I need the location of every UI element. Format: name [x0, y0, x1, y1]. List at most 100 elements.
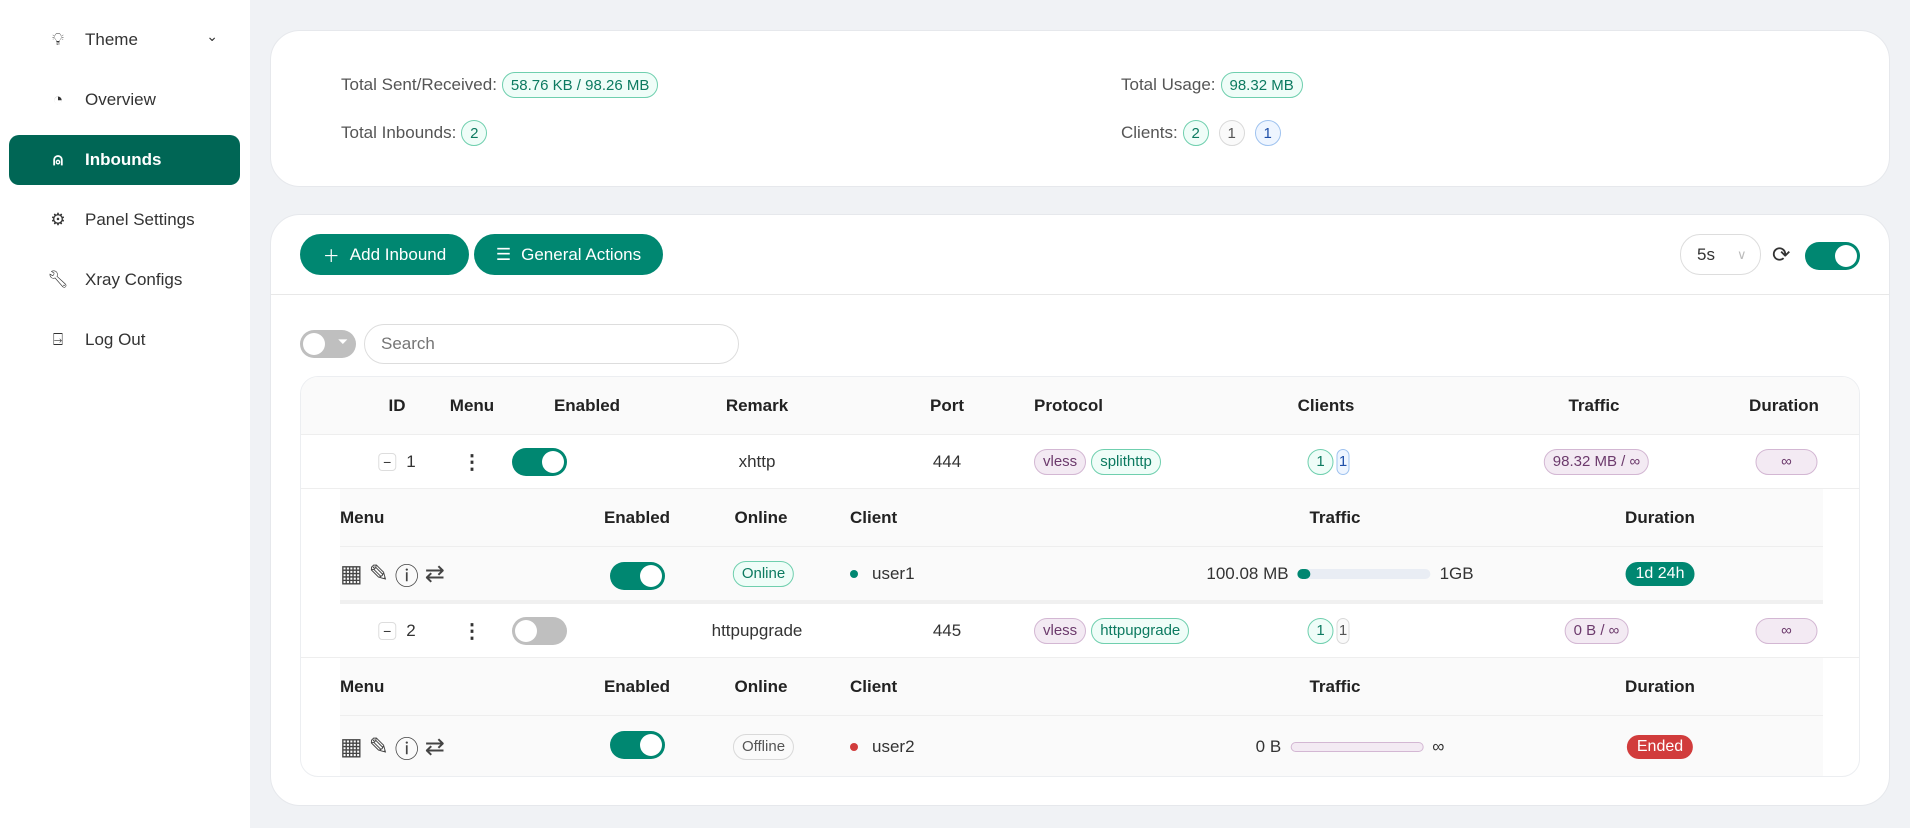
refresh-interval-select[interactable]: 5s ∨ — [1680, 234, 1761, 275]
reset-traffic-icon[interactable]: ⇄ — [424, 733, 445, 760]
client-row: ▦ ✎ ⓘ ⇄ Online user1 100.08 MB 1GB 1d 24h — [340, 547, 1823, 604]
info-icon[interactable]: ⓘ — [394, 563, 419, 590]
stats-card: Total Sent/Received: 58.76 KB / 98.26 MB … — [270, 30, 1890, 187]
inbound-enabled-toggle[interactable] — [512, 617, 567, 645]
protocol-cell: vless splithttp — [1029, 448, 1161, 475]
traffic-cell: 0 B / ∞ — [1560, 617, 1629, 644]
edit-icon[interactable]: ✎ — [368, 560, 389, 587]
more-vertical-icon[interactable]: ⋮ — [462, 451, 482, 473]
duration-tag: ∞ — [1755, 617, 1818, 644]
filter-icon: ⏷ — [337, 334, 348, 349]
header-duration: Duration — [1749, 395, 1819, 415]
qrcode-icon[interactable]: ▦ — [340, 733, 363, 760]
clients-count-badge: 1 — [1307, 617, 1334, 644]
more-vertical-icon[interactable]: ⋮ — [462, 620, 482, 642]
client-header: Menu Enabled Online Client Traffic Durat… — [340, 489, 1823, 547]
client-name: user1 — [872, 563, 915, 583]
sub-header-client: Client — [850, 676, 898, 696]
filter-toggle[interactable]: ⏷ — [300, 330, 356, 358]
header-clients: Clients — [1297, 395, 1355, 415]
client-actions: ▦ ✎ ⓘ ⇄ — [340, 556, 445, 591]
client-enabled-toggle[interactable] — [610, 562, 665, 590]
protocol-cell: vless httpupgrade — [1029, 617, 1190, 644]
duration-badge: Ended — [1626, 734, 1694, 759]
add-inbound-button[interactable]: ＋ Add Inbound — [300, 234, 469, 275]
stat-label: Clients: — [1121, 123, 1178, 142]
edit-icon[interactable]: ✎ — [368, 733, 389, 760]
client-duration: Ended — [1626, 734, 1694, 759]
stat-clients: Clients: 2 1 1 — [1121, 120, 1281, 146]
auto-refresh-toggle[interactable] — [1805, 242, 1860, 270]
button-label: Add Inbound — [349, 244, 447, 264]
sidebar-item-xray-configs[interactable]: 🔧︎ Xray Configs — [9, 255, 240, 305]
header-enabled: Enabled — [553, 395, 621, 415]
stat-inbounds: Total Inbounds: 2 — [341, 120, 488, 146]
dashboard-icon: ◔ — [52, 90, 64, 109]
traffic-limit: 1GB — [1439, 563, 1474, 583]
traffic-tag: 0 B / ∞ — [1564, 617, 1629, 644]
online-status-tag: Online — [732, 560, 795, 587]
sidebar-item-label: Log Out — [85, 330, 146, 349]
traffic-progress-fill — [1297, 568, 1311, 579]
lightbulb-icon: 💡︎ — [52, 30, 64, 49]
general-actions-button[interactable]: ☰ General Actions — [474, 234, 663, 275]
remark: xhttp — [738, 451, 776, 471]
port: 444 — [932, 451, 962, 471]
collapse-icon[interactable]: − — [378, 621, 397, 640]
sub-header-online: Online — [734, 676, 788, 696]
search-input[interactable] — [364, 324, 739, 364]
stat-label: Total Inbounds: — [341, 123, 457, 142]
plus-icon: ＋ — [322, 247, 340, 266]
client-cell: user1 — [850, 564, 915, 584]
online-cell: Online — [728, 560, 795, 587]
refresh-icon[interactable]: ⟳ — [1772, 242, 1791, 267]
sub-header-traffic: Traffic — [1309, 676, 1361, 696]
traffic-used: 100.08 MB — [1206, 563, 1289, 583]
inbound-enabled-toggle[interactable] — [512, 448, 567, 476]
reset-traffic-icon[interactable]: ⇄ — [424, 560, 445, 587]
sub-header-online: Online — [734, 507, 788, 527]
sub-header-client: Client — [850, 507, 898, 527]
client-traffic: 100.08 MB 1GB — [1206, 564, 1473, 584]
clients-count-badge: 1 — [1307, 448, 1334, 475]
sidebar-item-label: Inbounds — [85, 150, 162, 169]
client-name: user2 — [872, 736, 915, 756]
sidebar-item-label: Theme — [85, 30, 138, 49]
remark: httpupgrade — [711, 620, 803, 640]
client-enabled-toggle[interactable] — [610, 731, 665, 759]
wrench-icon: 🔧︎ — [47, 270, 69, 289]
transport-tag: httpupgrade — [1091, 617, 1190, 644]
button-label: General Actions — [521, 244, 642, 264]
sub-header-enabled: Enabled — [603, 507, 671, 527]
collapse-icon[interactable]: − — [378, 452, 397, 471]
port: 445 — [932, 620, 962, 640]
client-actions: ▦ ✎ ⓘ ⇄ — [340, 729, 445, 764]
qrcode-icon[interactable]: ▦ — [340, 560, 363, 587]
clients-online-badge: 1 — [1336, 448, 1350, 475]
sidebar-item-inbounds[interactable]: ⍝ Inbounds — [9, 135, 240, 185]
online-cell: Offline — [728, 733, 795, 760]
sidebar-item-overview[interactable]: ◔ Overview — [9, 75, 240, 125]
transport-tag: splithttp — [1091, 448, 1161, 475]
sidebar-item-theme[interactable]: 💡︎ Theme ⌄ — [9, 15, 240, 65]
clients-disabled-badge: 1 — [1218, 120, 1245, 146]
header-traffic: Traffic — [1568, 395, 1620, 415]
header-port: Port — [930, 395, 964, 415]
sidebar-item-logout[interactable]: ⍈ Log Out — [9, 315, 240, 365]
sub-header-enabled: Enabled — [603, 676, 671, 696]
chevron-down-icon: ⌄ — [206, 28, 218, 44]
sidebar-item-panel-settings[interactable]: ⚙ Panel Settings — [9, 195, 240, 245]
divider — [271, 294, 1889, 295]
menu-icon: ☰ — [495, 244, 512, 264]
header-remark: Remark — [725, 395, 789, 415]
header-id: ID — [388, 395, 406, 415]
stat-value: 58.76 KB / 98.26 MB — [501, 72, 659, 98]
sidebar-item-label: Xray Configs — [85, 270, 183, 289]
sub-header-menu: Menu — [340, 507, 385, 527]
info-icon[interactable]: ⓘ — [394, 736, 419, 763]
table-header: ID Menu Enabled Remark Port Protocol Cli… — [301, 377, 1859, 435]
traffic-progress-bar — [1297, 568, 1431, 579]
duration-cell: ∞ — [1751, 617, 1818, 644]
